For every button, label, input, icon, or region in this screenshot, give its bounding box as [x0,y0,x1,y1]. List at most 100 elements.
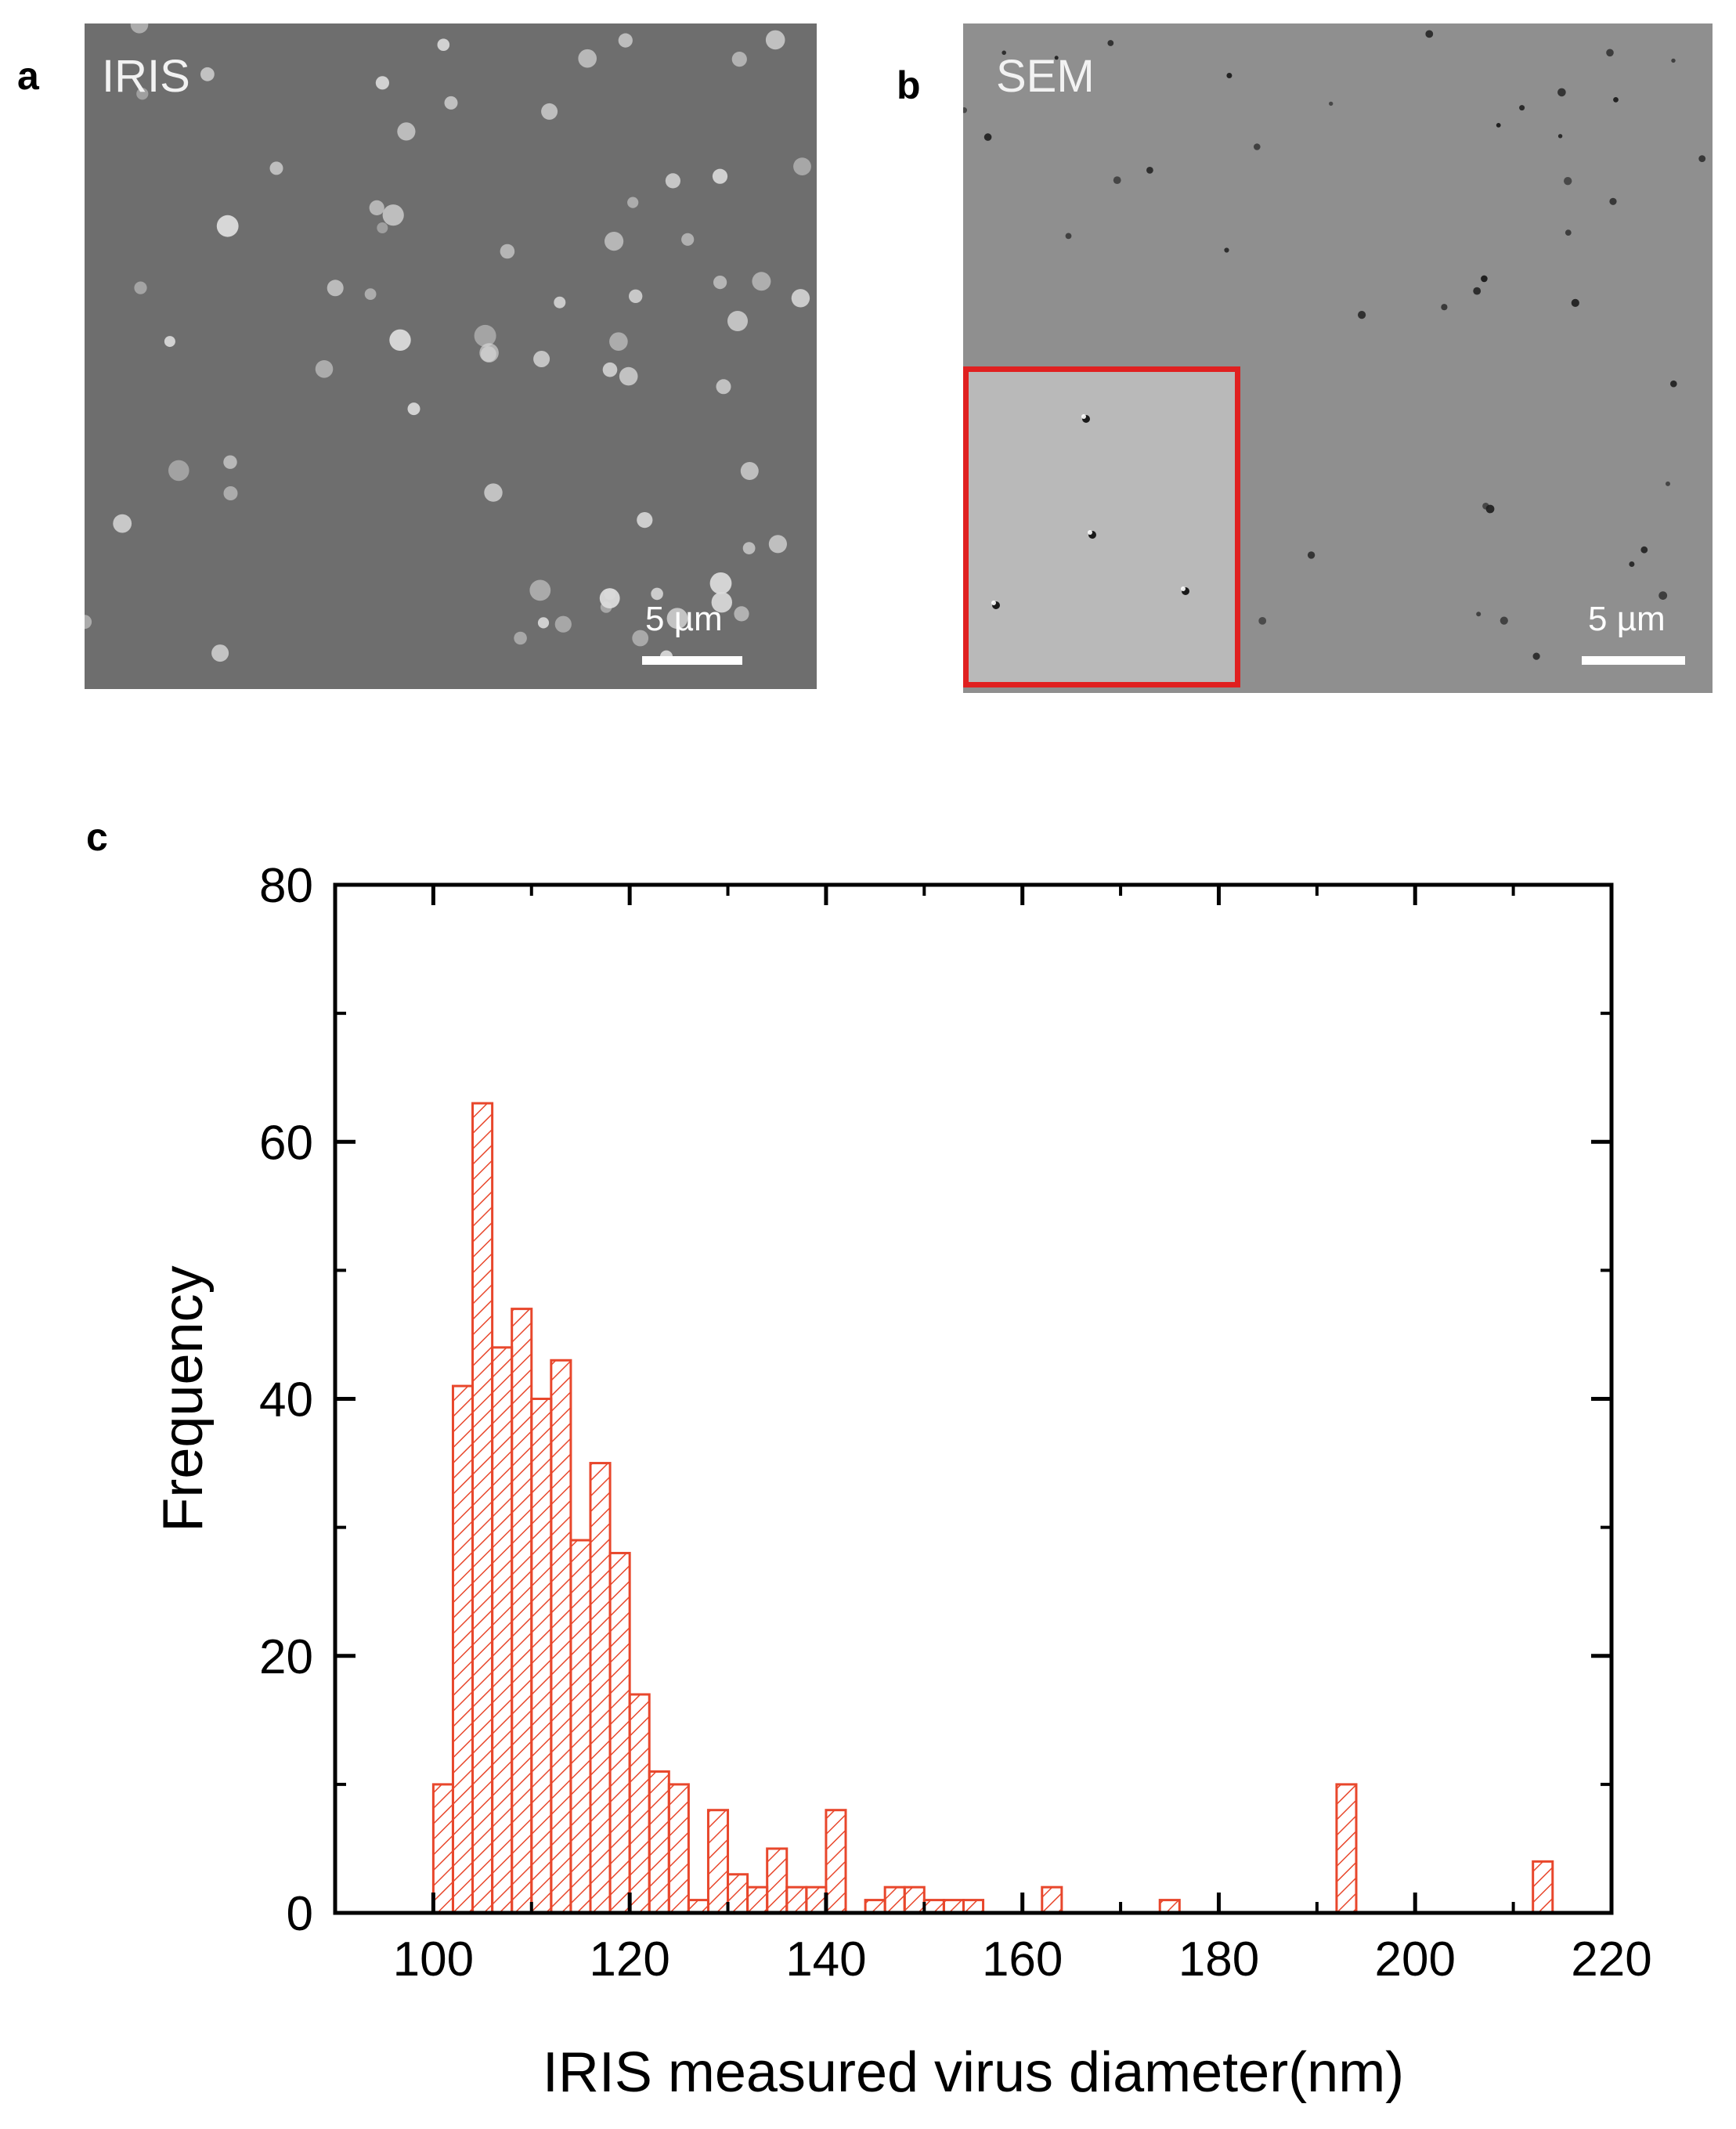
sem-particle [1698,155,1706,163]
y-tick-label: 20 [259,1630,313,1684]
y-tick-label: 40 [259,1373,313,1427]
panel-a-letter: a [17,54,39,98]
y-tick-label: 0 [287,1887,313,1941]
sem-particle [1640,546,1648,554]
iris-scalebar [642,656,742,665]
x-tick-label: 120 [589,1932,669,1986]
iris-particle [605,232,624,251]
y-tick-label: 80 [259,859,313,913]
histogram-bar [785,1885,808,1914]
sem-particle [1629,561,1635,567]
iris-particle [627,197,639,208]
sem-particle [1557,88,1566,97]
sem-particles [963,30,1706,660]
sem-particle [1358,311,1366,319]
histogram-bar [706,1809,730,1914]
histogram-bar [589,1462,612,1914]
histogram-bar [628,1693,651,1914]
sem-micrograph: SEM 5 µm [963,23,1713,693]
histogram-bar [530,1398,553,1914]
sem-particle [1481,275,1488,283]
iris-particle [269,161,283,175]
iris-particle [619,366,638,386]
histogram-bar [491,1346,514,1914]
iris-particle [382,204,404,226]
iris-particle [602,362,618,377]
iris-particle [541,103,558,120]
x-tick-label: 140 [785,1932,866,1986]
iris-particle [529,579,551,601]
iris-particle [713,276,727,290]
sem-particle [1564,177,1572,186]
histogram-bar [1335,1783,1358,1914]
histogram-bar [471,1102,494,1914]
sem-particle [1107,40,1114,46]
histogram-bar [1041,1885,1063,1914]
sem-label: SEM [996,51,1095,102]
x-tick-label: 100 [393,1932,474,1986]
sem-particle [963,107,967,114]
iris-particle [484,483,503,502]
histogram-bar [569,1539,592,1914]
iris-particle [618,33,633,48]
iris-particle [554,296,566,309]
iris-particle [709,572,732,594]
y-tick-label: 60 [259,1116,313,1170]
histogram-bar [766,1847,789,1914]
iris-particle [136,88,149,100]
x-tick-label: 220 [1571,1932,1651,1986]
histogram-bar [511,1308,533,1914]
sem-particle [1441,304,1448,311]
iris-particle [364,288,377,300]
inset-particles [991,414,1189,609]
iris-particle [168,460,189,482]
iris-particle [164,336,175,348]
histogram-bar [667,1783,690,1914]
iris-particle [134,281,147,294]
sem-particle [1571,298,1579,307]
sem-particle [983,133,992,141]
sem-inset [963,366,1240,687]
sem-particle [1613,97,1619,103]
sem-particle [1226,73,1233,78]
iris-particle [765,30,785,50]
iris-particle [651,587,663,601]
iris-particle [727,311,748,331]
iris-particles [85,23,811,663]
sem-particle [1476,612,1482,617]
panel-c-letter: c [86,815,108,859]
iris-particle [437,38,450,51]
iris-particle [554,615,572,633]
histogram-bar [608,1551,631,1914]
iris-particle [479,343,499,363]
iris-particle [444,96,458,110]
x-tick-label: 200 [1375,1932,1456,1986]
histogram-bar [1532,1860,1554,1914]
chart-ticks: 100 120 140 160 180 200 220 0 20 40 60 80 [259,859,1652,1986]
iris-particle [85,615,92,630]
sem-particle [1658,591,1668,600]
histogram-bars [431,1102,1554,1914]
iris-particle [731,52,747,67]
sem-particle [1496,123,1501,128]
sem-particle [1557,134,1563,139]
sem-particle [1329,101,1334,106]
iris-particle [315,360,334,378]
iris-particle [474,324,496,347]
histogram-bar [648,1770,670,1914]
iris-particle [629,289,643,303]
x-axis-title: IRIS measured virus diameter(nm) [543,2041,1404,2104]
iris-particle [533,351,550,367]
iris-particle [599,588,620,608]
iris-particle [740,462,759,480]
sem-particle [1671,58,1676,63]
iris-particle [216,215,239,237]
iris-particle [752,272,771,291]
iris-particle [130,23,149,34]
iris-particle [681,233,695,246]
histogram-bar [903,1885,926,1914]
iris-particle [397,122,416,141]
iris-particle [211,644,229,662]
sem-particle [1606,49,1614,57]
histogram-bar [431,1783,454,1914]
